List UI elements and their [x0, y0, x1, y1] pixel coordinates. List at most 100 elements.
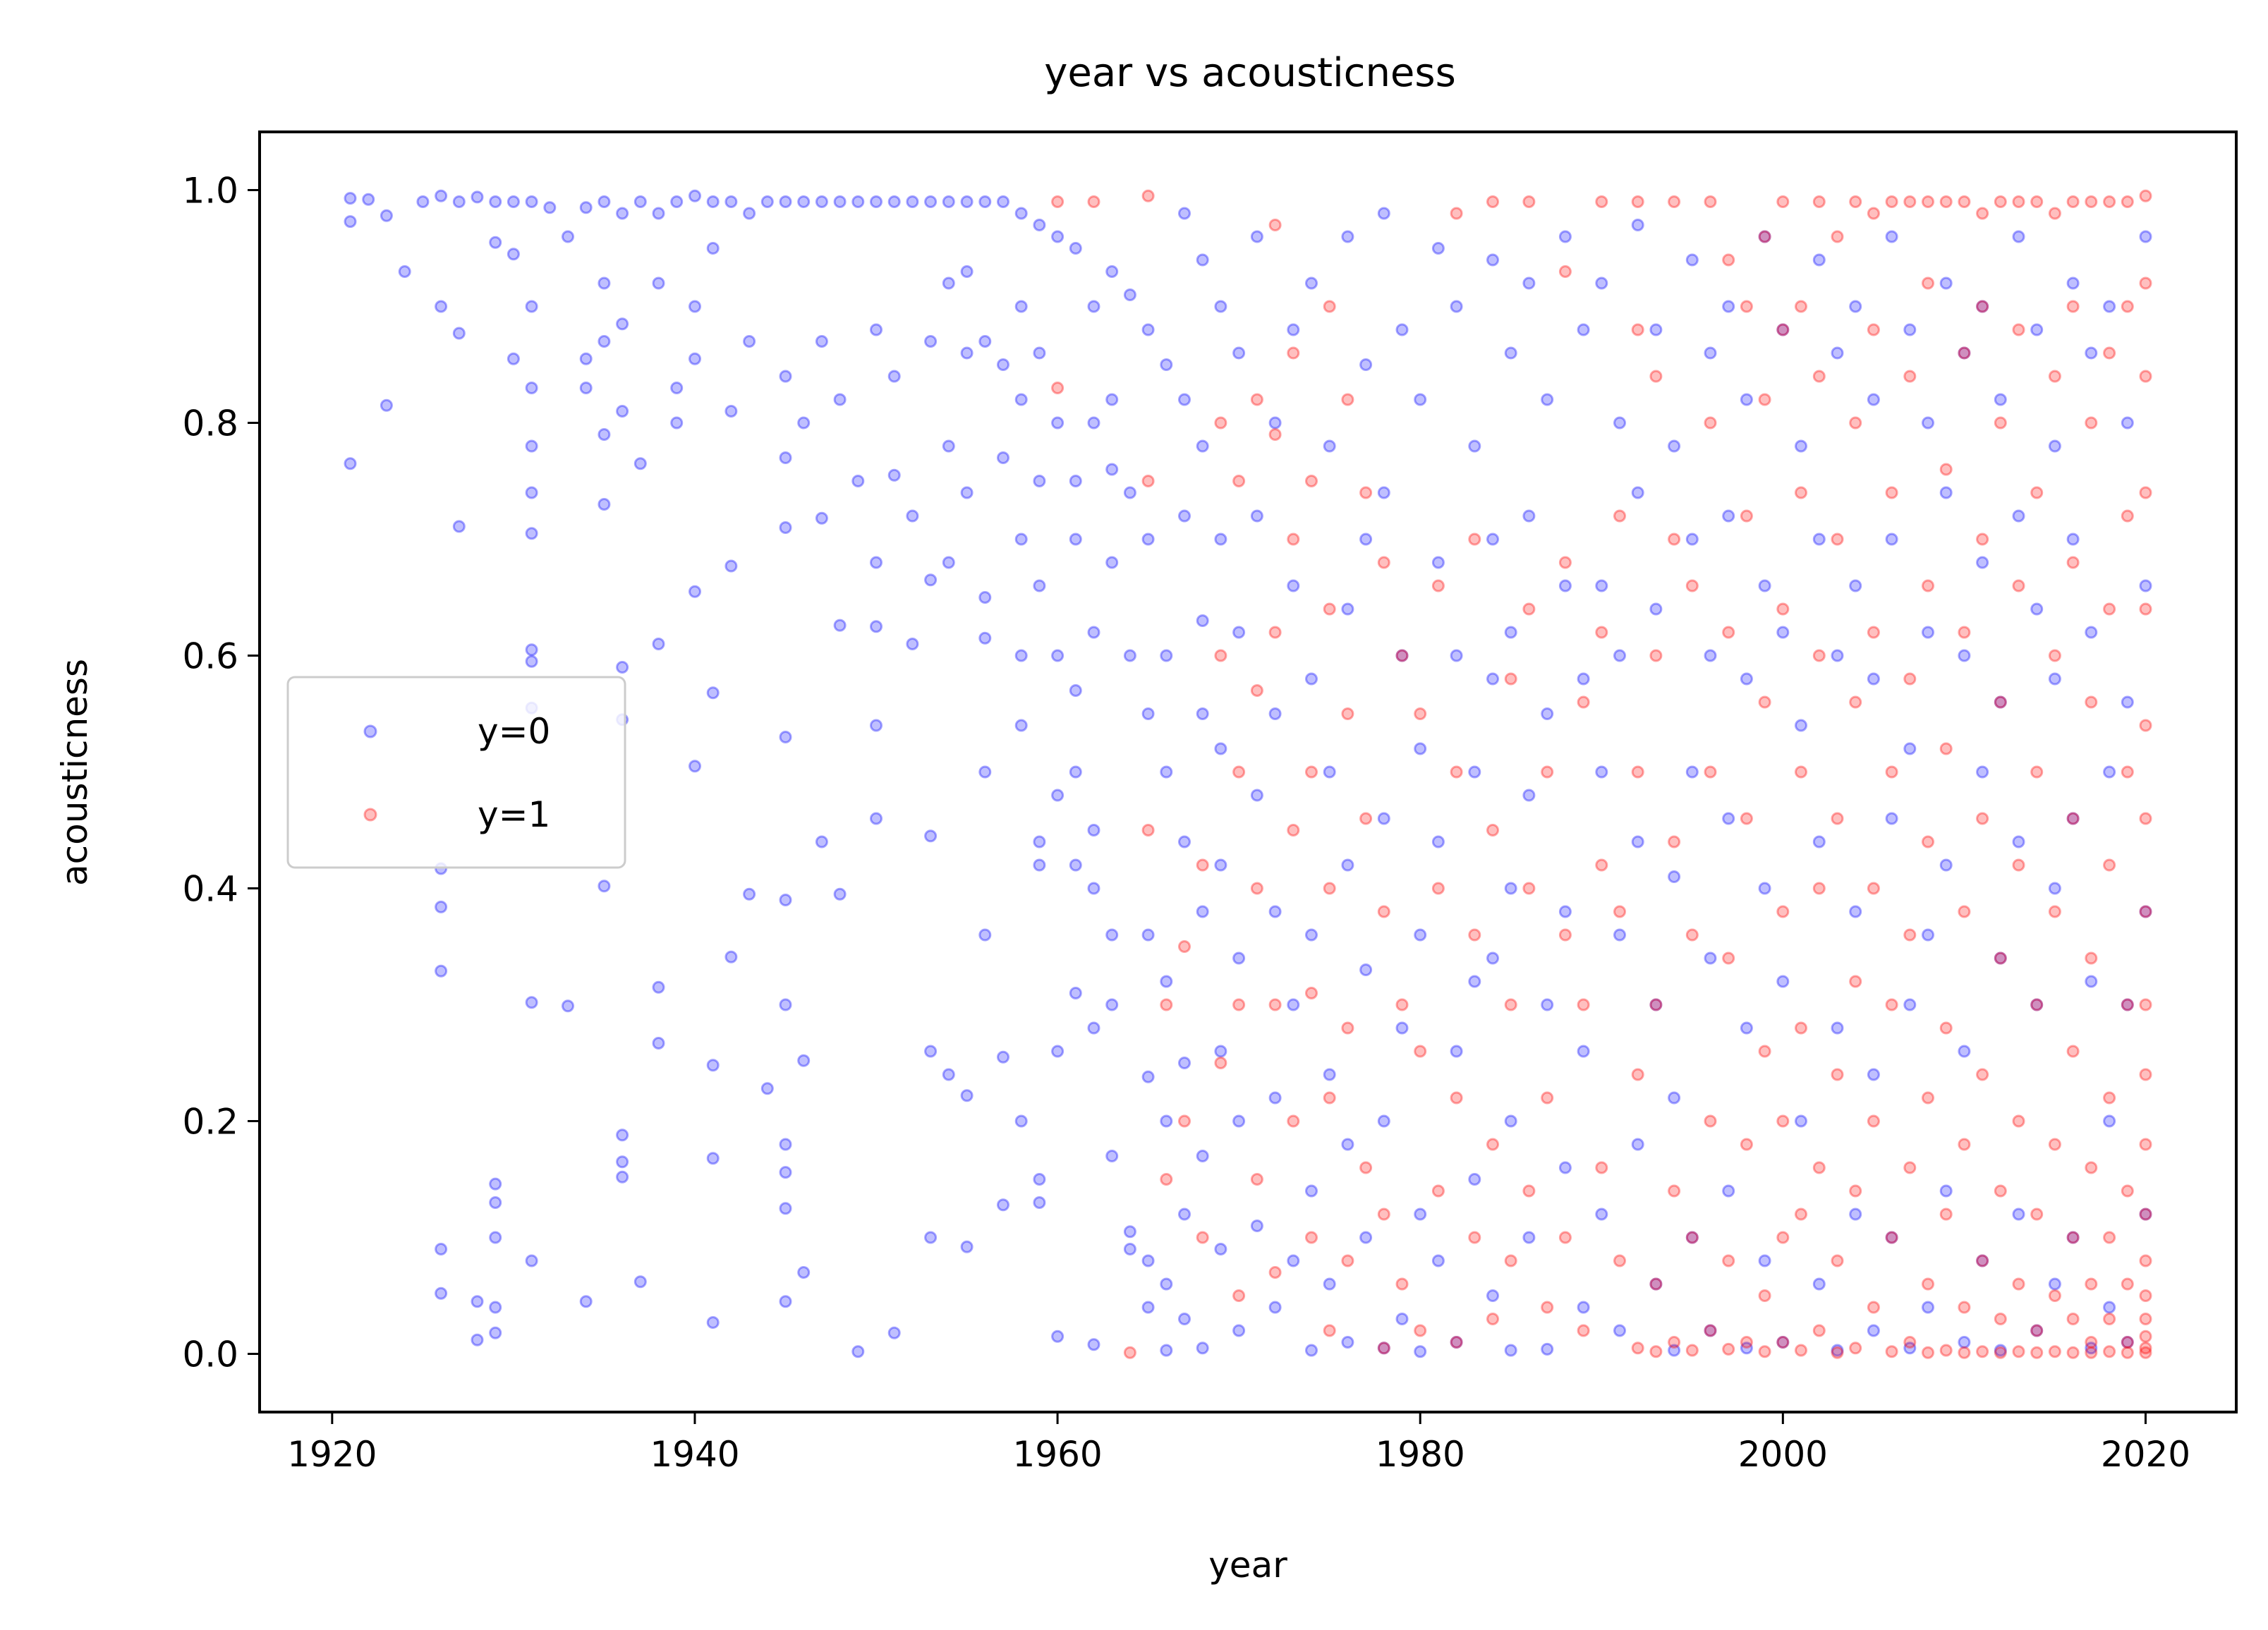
scatter-point: [1831, 1021, 1844, 1035]
scatter-point: [2121, 416, 2134, 430]
x-axis-ticks: 1920 1940 1960 1980 2000 2020: [287, 1412, 2190, 1475]
scatter-point: [2139, 719, 2152, 732]
scatter-point: [833, 393, 847, 406]
scatter-point: [1668, 1091, 1681, 1105]
scatter-point: [1885, 195, 1898, 208]
scatter-point: [1649, 998, 1663, 1011]
scatter-point: [2121, 695, 2134, 709]
scatter-point: [1087, 300, 1100, 313]
scatter-point: [1178, 393, 1191, 406]
scatter-point: [1141, 824, 1155, 837]
scatter-point: [870, 620, 883, 633]
scatter-point: [2066, 276, 2080, 290]
scatter-point: [1414, 1324, 1427, 1337]
scatter-point: [1631, 323, 1644, 336]
scatter-point: [2121, 1184, 2134, 1198]
scatter-point: [1922, 195, 1934, 208]
scatter-point: [1232, 346, 1246, 360]
scatter-point: [797, 416, 811, 430]
scatter-point: [1160, 975, 1173, 988]
scatter-point: [924, 195, 938, 208]
scatter-point: [633, 1275, 647, 1289]
scatter-point: [1268, 707, 1282, 720]
scatter-point: [2085, 975, 2098, 988]
scatter-point: [2048, 370, 2061, 383]
scatter-point: [1541, 998, 1554, 1011]
scatter-point: [616, 1129, 629, 1142]
scatter-point: [2012, 230, 2025, 243]
scatter-point: [1577, 672, 1590, 686]
scatter-point: [689, 760, 701, 773]
scatter-point: [1377, 556, 1390, 569]
scatter-point: [1305, 1231, 1318, 1244]
scatter-point: [1704, 346, 1717, 360]
scatter-point: [1812, 533, 1826, 546]
scatter-point: [435, 300, 448, 313]
scatter-point: [1994, 951, 2007, 965]
scatter-point: [1178, 1313, 1191, 1325]
scatter-point: [2139, 1138, 2152, 1151]
scatter-point: [960, 195, 974, 208]
scatter-point: [1903, 323, 1917, 336]
scatter-point: [2121, 998, 2134, 1011]
scatter-point: [1268, 219, 1282, 231]
scatter-point: [2066, 556, 2080, 569]
scatter-point: [1740, 509, 1753, 523]
scatter-point: [1795, 439, 1807, 453]
scatter-point: [2030, 998, 2044, 1011]
scatter-point: [1486, 951, 1499, 965]
scatter-point: [1776, 1114, 1790, 1128]
scatter-point: [1359, 812, 1373, 825]
scatter-point: [598, 880, 611, 893]
scatter-point: [1504, 882, 1517, 895]
scatter-point: [2030, 765, 2044, 779]
scatter-point: [1885, 998, 1898, 1011]
scatter-point: [1160, 998, 1173, 1011]
scatter-point: [2139, 370, 2152, 383]
scatter-point: [1141, 1254, 1155, 1267]
scatter-point: [1776, 1336, 1790, 1349]
scatter-point: [887, 195, 901, 208]
scatter-point: [1595, 579, 1608, 592]
scatter-point: [2048, 1138, 2061, 1151]
scatter-point: [525, 382, 538, 394]
scatter-point: [779, 731, 792, 743]
scatter-point: [1160, 358, 1173, 371]
scatter-point: [779, 1202, 792, 1215]
scatter-point: [1939, 1208, 1953, 1221]
scatter-point: [2066, 533, 2080, 546]
scatter-point: [1305, 1184, 1318, 1198]
scatter-point: [1522, 195, 1536, 208]
x-tick-label: 1940: [650, 1434, 739, 1475]
scatter-point: [1160, 649, 1173, 662]
scatter-point: [1160, 1173, 1173, 1186]
scatter-point: [1141, 707, 1155, 720]
scatter-point: [1377, 486, 1390, 499]
scatter-point: [1758, 695, 1771, 709]
scatter-point: [1958, 626, 1971, 639]
scatter-point: [1431, 1184, 1445, 1198]
scatter-point: [1141, 1070, 1155, 1083]
y-tick-label: 0.6: [182, 636, 238, 677]
scatter-point: [1704, 195, 1717, 208]
scatter-point: [1051, 382, 1065, 394]
scatter-point: [489, 1196, 502, 1209]
scatter-point: [706, 195, 720, 208]
scatter-point: [1069, 858, 1082, 872]
scatter-point: [1776, 905, 1790, 918]
scatter-point: [1922, 1091, 1934, 1105]
scatter-point: [1758, 1345, 1771, 1358]
scatter-point: [598, 428, 611, 441]
scatter-point: [1722, 812, 1735, 825]
scatter-point: [1722, 253, 1735, 267]
scatter-point: [743, 335, 756, 348]
scatter-point: [1685, 928, 1699, 942]
scatter-point: [1795, 300, 1807, 313]
scatter-point: [1069, 242, 1082, 255]
scatter-point: [1196, 905, 1209, 918]
scatter-point: [633, 457, 647, 470]
scatter-point: [525, 486, 538, 499]
scatter-point: [1613, 928, 1626, 942]
scatter-point: [743, 207, 756, 220]
y-tick-label: 0.2: [182, 1102, 238, 1143]
